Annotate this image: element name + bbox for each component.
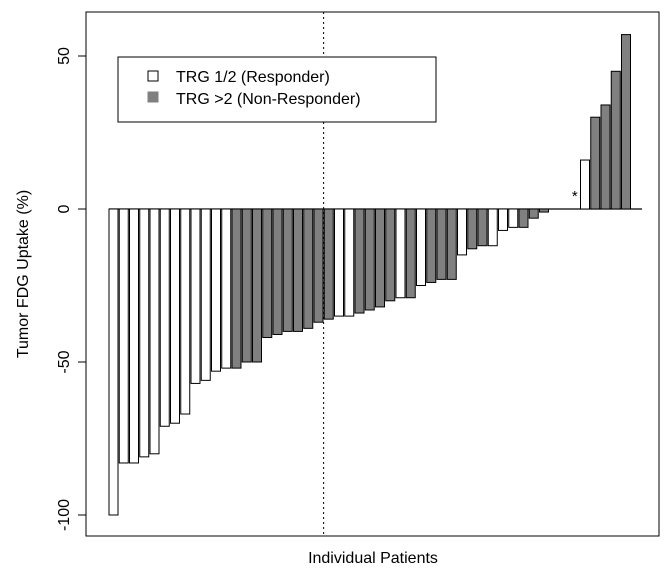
bar-non-responder (621, 34, 631, 210)
bar-non-responder (528, 208, 539, 219)
bar-non-responder (231, 208, 242, 369)
bar-non-responder (262, 208, 273, 339)
bar-non-responder (426, 208, 437, 283)
bar-non-responder (252, 208, 262, 363)
bar-non-responder (467, 208, 478, 250)
bar-responder (211, 208, 221, 372)
bar-non-responder (293, 208, 303, 332)
legend-label-non-responder: TRG >2 (Non-Responder) (176, 91, 361, 108)
bar-responder (108, 208, 119, 516)
x-axis-title: Individual Patients (308, 550, 438, 567)
legend: TRG 1/2 (Responder) TRG >2 (Non-Responde… (117, 56, 437, 123)
bar-non-responder (610, 70, 621, 210)
bar-responder (487, 208, 498, 247)
bars (108, 34, 631, 516)
bar-non-responder (477, 208, 488, 247)
bar-non-responder (436, 208, 447, 280)
bar-responder (580, 159, 590, 210)
bar-responder (395, 208, 406, 299)
legend-swatch-responder (147, 70, 159, 82)
bar-non-responder (282, 208, 293, 332)
bar-responder (139, 208, 150, 458)
bar-non-responder (539, 208, 549, 213)
y-axis: -100 -50 0 50 (56, 47, 87, 531)
y-axis-title: Tumor FDG Uptake (%) (15, 190, 32, 358)
bar-responder (159, 208, 170, 427)
bar-non-responder (241, 208, 252, 363)
bar-non-responder (364, 208, 375, 311)
legend-label-responder: TRG 1/2 (Responder) (176, 69, 330, 86)
y-tick-label: -50 (56, 350, 73, 373)
y-tick-label: 0 (56, 204, 73, 213)
legend-swatch-non-responder (147, 91, 159, 103)
bar-responder (170, 208, 180, 424)
bar-non-responder (323, 208, 334, 320)
bar-non-responder (518, 208, 529, 228)
bar-responder (334, 208, 344, 317)
bar-responder (508, 208, 519, 228)
bar-non-responder (446, 208, 457, 280)
bar-responder (149, 208, 160, 455)
bar-responder (221, 208, 232, 369)
bar-non-responder (272, 208, 283, 335)
bar-non-responder (303, 208, 314, 329)
bar-responder (457, 208, 467, 256)
y-tick-label: -100 (56, 499, 73, 531)
bar-responder (344, 208, 355, 317)
bar-non-responder (405, 208, 416, 299)
bar-responder (200, 208, 211, 381)
bar-responder (118, 208, 129, 464)
bar-non-responder (354, 208, 365, 314)
annotations: * (572, 188, 578, 205)
bar-responder (190, 208, 201, 384)
asterisk-annotation: * (572, 188, 578, 205)
bar-non-responder (375, 208, 385, 308)
bar-responder (498, 208, 508, 231)
bar-non-responder (590, 116, 601, 210)
bar-non-responder (600, 104, 611, 210)
bar-non-responder (313, 208, 324, 323)
legend-box (117, 56, 437, 123)
bar-non-responder (385, 208, 396, 302)
y-tick-label: 50 (56, 47, 73, 65)
bar-responder (129, 208, 139, 464)
bar-responder (416, 208, 426, 286)
bar-responder (180, 208, 191, 415)
